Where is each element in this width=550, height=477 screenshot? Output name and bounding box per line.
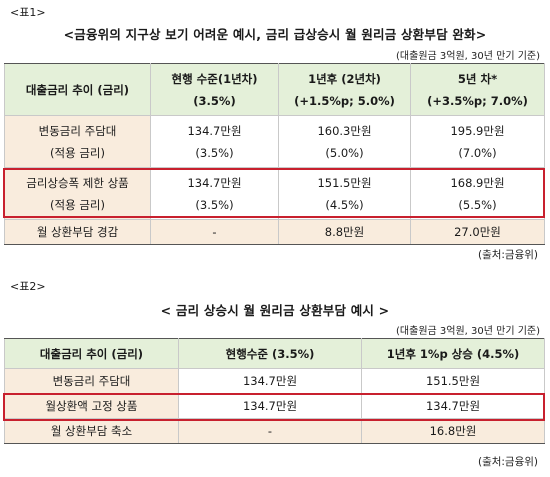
table2-source: (출처:금융위) — [477, 456, 538, 468]
row-label-variable-rate: 변동금리 주담대 — [4, 368, 179, 394]
table-row: 월상환액 고정 상품 134.7만원 134.7만원 — [4, 393, 545, 419]
table1-header-current: 현행 수준(1년차) (3.5%) — [150, 63, 279, 116]
table1-header-year5: 5년 차* (+3.5%p; 7.0%) — [410, 63, 545, 116]
table1-unit-note: (대출원금 3억원, 30년 만기 기준) — [396, 51, 540, 62]
table-cell: 160.3만원 (5.0%) — [278, 115, 411, 168]
row-label-variable-rate: 변동금리 주담대 (적용 금리) — [4, 115, 151, 168]
table1-header-year1: 1년후 (2년차) (+1.5%p; 5.0%) — [278, 63, 411, 116]
table1-header-row: 대출금리 추이 (금리) 현행 수준(1년차) (3.5%) 1년후 (2년차)(… — [4, 63, 545, 116]
table1: 대출금리 추이 (금리) 현행 수준(1년차) (3.5%) 1년후 (2년차)(… — [4, 63, 545, 245]
table2-header-current: 현행수준 (3.5%) — [178, 338, 362, 369]
table-row: 변동금리 주담대 134.7만원 151.5만원 — [4, 368, 545, 394]
table2-header-rate-trend: 대출금리 추이 (금리) — [4, 338, 179, 369]
table-cell: 134.7만원 — [178, 368, 362, 394]
row-label-rate-cap-product: 금리상승폭 제한 상품 (적용 금리) — [4, 167, 151, 220]
table1-caption: <표1> — [10, 6, 46, 19]
table-cell: 151.5만원 — [361, 368, 545, 394]
table-cell: 134.7만원 (3.5%) — [150, 115, 279, 168]
table-cell: 195.9만원 (7.0%) — [410, 115, 545, 168]
table2-title: < 금리 상승시 월 원리금 상환부담 예시 > — [160, 303, 390, 318]
table1-header-rate-trend: 대출금리 추이 (금리) — [4, 63, 151, 116]
table-cell: - — [150, 219, 279, 245]
table-cell: 134.7만원 — [178, 393, 362, 419]
table-cell: 151.5만원 (4.5%) — [278, 167, 411, 220]
table2-header-year1: 1년후 1%p 상승 (4.5%) — [361, 338, 545, 369]
row-label-monthly-reduction: 월 상환부담 축소 — [4, 418, 179, 444]
table-row: 변동금리 주담대 (적용 금리) 134.7만원 (3.5%) 160.3만원 (5.… — [4, 115, 545, 168]
table-cell: - — [178, 418, 362, 444]
table-cell: 134.7만원 — [361, 393, 545, 419]
table2-caption: <표2> — [10, 280, 46, 293]
table-cell: 8.8만원 — [278, 219, 411, 245]
table-row: 월 상환부담 경감 - 8.8만원 27.0만원 — [4, 219, 545, 245]
table2: 대출금리 추이 (금리) 현행수준 (3.5%) 1년후 1%p 상승 (4.5… — [4, 338, 545, 444]
table1-source: (출처:금융위) — [477, 249, 538, 261]
table-cell: 16.8만원 — [361, 418, 545, 444]
table-cell: 168.9만원 (5.5%) — [410, 167, 545, 220]
table2-header-row: 대출금리 추이 (금리) 현행수준 (3.5%) 1년후 1%p 상승 (4.5… — [4, 338, 545, 369]
row-label-fixed-payment-product: 월상환액 고정 상품 — [4, 393, 179, 419]
table2-unit-note: (대출원금 3억원, 30년 만기 기준) — [396, 326, 540, 337]
table-cell: 134.7만원 (3.5%) — [150, 167, 279, 220]
table-cell: 27.0만원 — [410, 219, 545, 245]
row-label-monthly-relief: 월 상환부담 경감 — [4, 219, 151, 245]
table-row: 금리상승폭 제한 상품 (적용 금리) 134.7만원 (3.5%) 151.5만원… — [4, 167, 545, 220]
table1-title: <금융위의 지구상 보기 어려운 예시, 금리 급상승시 월 원리금 상환부담 … — [63, 27, 487, 42]
table-row: 월 상환부담 축소 - 16.8만원 — [4, 418, 545, 444]
